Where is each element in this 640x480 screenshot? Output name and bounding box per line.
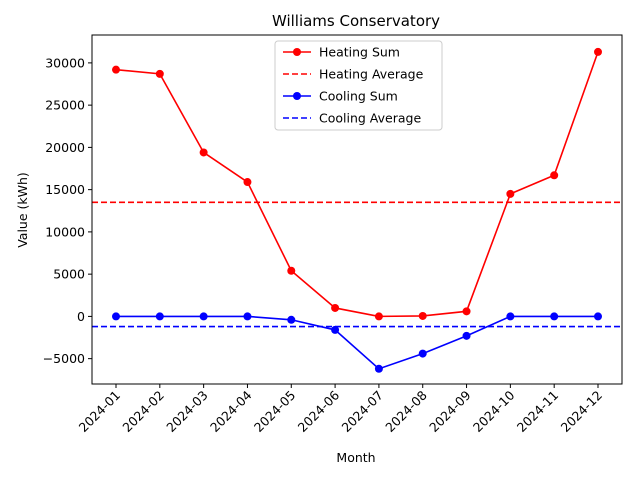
data-point-cooling-sum-2: [155, 312, 164, 321]
y-tick-label: 25000: [45, 98, 85, 113]
data-point-heating-sum-2: [155, 69, 164, 78]
data-point-cooling-sum-1: [112, 312, 120, 321]
y-tick-label: 15000: [45, 182, 85, 197]
y-tick-label: 30000: [45, 55, 85, 70]
data-point-heating-sum-12: [594, 47, 602, 56]
data-point-heating-sum-10: [506, 189, 515, 198]
data-point-cooling-sum-10: [506, 312, 515, 321]
legend-label: Heating Average: [319, 67, 424, 82]
series-line-heating-sum: [115, 51, 599, 318]
y-tick-label: 20000: [45, 140, 85, 155]
legend-item-heating-sum: Heating Sum: [283, 45, 400, 60]
legend-label: Cooling Average: [319, 111, 421, 126]
legend-label: Heating Sum: [319, 45, 400, 60]
y-axis-label: Value (kWh): [15, 172, 30, 248]
data-point-heating-sum-7: [374, 312, 383, 321]
data-point-heating-sum-4: [243, 178, 252, 187]
y-tick-label: 10000: [45, 224, 85, 239]
legend-swatch-marker: [293, 92, 301, 100]
legend-swatch-marker: [293, 48, 301, 56]
legend-item-cooling-sum: Cooling Sum: [283, 89, 398, 104]
x-axis-label: Month: [336, 450, 375, 465]
data-point-cooling-sum-4: [243, 312, 252, 321]
data-point-cooling-sum-11: [550, 312, 559, 321]
data-point-cooling-sum-5: [287, 315, 296, 324]
y-tick-label: −5000: [43, 351, 85, 366]
legend-label: Cooling Sum: [319, 89, 398, 104]
data-point-heating-sum-5: [287, 266, 296, 275]
series-line-cooling-sum: [116, 315, 598, 370]
data-point-heating-sum-9: [462, 307, 471, 316]
legend-item-cooling-average: Cooling Average: [283, 111, 421, 126]
chart-title: Williams Conservatory: [272, 12, 440, 30]
data-point-cooling-sum-3: [199, 312, 208, 321]
legend-box: [274, 40, 443, 131]
legend-item-heating-average: Heating Average: [283, 67, 424, 82]
data-point-cooling-sum-12: [594, 312, 602, 321]
data-point-cooling-sum-7: [374, 364, 383, 373]
data-point-cooling-sum-9: [462, 331, 471, 340]
legend: Heating Sum Heating Average Cooling Sum Coo…: [274, 40, 443, 131]
y-tick-label: 0: [77, 309, 85, 324]
data-point-heating-sum-6: [331, 303, 340, 312]
data-point-heating-sum-8: [418, 311, 427, 320]
data-point-heating-sum-1: [112, 65, 120, 74]
data-point-heating-sum-11: [550, 171, 559, 180]
data-point-cooling-sum-8: [418, 349, 427, 358]
y-tick-label: 5000: [53, 267, 85, 282]
data-point-heating-sum-3: [199, 148, 208, 157]
data-point-cooling-sum-6: [331, 325, 340, 334]
plot-frame: [91, 34, 623, 385]
